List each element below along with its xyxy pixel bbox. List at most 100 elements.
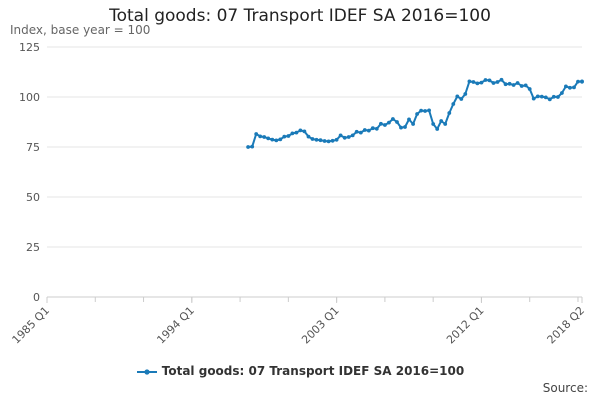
data-point [330, 138, 335, 143]
data-point [471, 80, 476, 84]
y-tick-label: 0 [33, 291, 40, 304]
data-point [415, 112, 419, 116]
y-axis-unit-label: Index, base year = 100 [10, 23, 151, 37]
data-point [431, 122, 436, 126]
data-point [487, 78, 492, 83]
chart-title: Total goods: 07 Transport IDEF SA 2016=1… [109, 6, 491, 26]
data-point [539, 94, 544, 99]
x-tick-label: 2003 Q1 [299, 304, 342, 347]
data-point [576, 79, 580, 84]
data-point [326, 139, 331, 144]
data-point [246, 145, 251, 149]
gridlines [47, 46, 582, 298]
data-point [399, 125, 403, 130]
data-point [374, 126, 379, 131]
data-point [543, 95, 548, 100]
data-point [515, 81, 520, 85]
axes: 0 25 50 75 100 125 1985 Q1 1994 Q1 2003 Q1 2012 Q… [10, 41, 588, 346]
data-point [274, 138, 279, 143]
source-label[interactable]: Source: [542, 381, 588, 395]
y-tick-label: 50 [26, 191, 40, 204]
data-point [499, 77, 504, 82]
data-point [535, 94, 540, 99]
data-point [354, 129, 359, 134]
data-point [302, 129, 307, 134]
data-point [560, 91, 564, 95]
data-point [551, 94, 556, 99]
data-point [531, 96, 536, 101]
y-tick-label: 125 [19, 41, 40, 54]
data-point [366, 128, 371, 133]
data-point [387, 120, 391, 125]
x-tick-label: 1985 Q1 [10, 304, 53, 347]
data-point [318, 138, 323, 143]
data-point [310, 137, 315, 141]
data-point [547, 97, 552, 102]
data-point [270, 137, 275, 142]
data-point [483, 78, 488, 82]
data-point [463, 92, 468, 96]
legend-label: Total goods: 07 Transport IDEF SA 2016=1… [161, 364, 465, 378]
data-point [395, 120, 399, 124]
data-point [338, 133, 343, 138]
data-point [362, 128, 367, 132]
data-point [443, 122, 448, 126]
data-point [407, 117, 411, 122]
data-point [523, 83, 528, 88]
data-point [403, 125, 407, 129]
data-point [370, 126, 375, 131]
data-point [262, 135, 267, 139]
data-point [258, 134, 263, 139]
data-point [298, 128, 303, 133]
data-point [479, 80, 484, 85]
data-point [350, 133, 355, 138]
data-point [451, 102, 456, 106]
data-point [572, 85, 576, 90]
data-point [455, 94, 460, 99]
data-point [282, 134, 287, 139]
data-point [290, 131, 295, 136]
data-point [568, 85, 572, 90]
data-point [254, 132, 259, 136]
data-point [411, 122, 415, 126]
series-layer [246, 77, 584, 149]
y-tick-label: 25 [26, 241, 40, 254]
data-point [491, 81, 496, 85]
data-point [266, 136, 271, 141]
y-tick-label: 75 [26, 141, 40, 154]
data-point [447, 111, 452, 115]
data-point [564, 84, 568, 89]
data-point [383, 123, 387, 127]
x-tick-label: 1994 Q1 [154, 304, 197, 347]
data-point [495, 80, 500, 84]
data-point [346, 135, 351, 139]
legend-series-marker-icon [136, 368, 157, 375]
x-tick-label: 2012 Q1 [444, 304, 487, 347]
data-point [334, 137, 339, 142]
series-line [248, 78, 583, 148]
data-point [527, 87, 532, 91]
legend[interactable]: Total goods: 07 Transport IDEF SA 2016=1… [0, 364, 600, 378]
data-point [475, 81, 480, 86]
data-point [419, 108, 423, 113]
data-point [467, 79, 472, 84]
data-point [278, 137, 283, 142]
y-tick-label: 100 [19, 91, 40, 104]
data-point [439, 119, 444, 123]
data-point [342, 135, 347, 140]
data-point [314, 137, 319, 142]
data-point [519, 84, 524, 88]
data-point [503, 82, 508, 87]
data-point [379, 121, 383, 126]
data-point [580, 79, 584, 84]
data-point [423, 109, 427, 113]
data-point [322, 139, 327, 143]
data-point [511, 83, 516, 87]
data-point [459, 97, 464, 101]
data-point [427, 108, 431, 113]
data-point [391, 117, 395, 121]
data-point [556, 95, 560, 99]
data-point [435, 127, 440, 131]
x-tick-label: 2018 Q2 [545, 304, 588, 347]
